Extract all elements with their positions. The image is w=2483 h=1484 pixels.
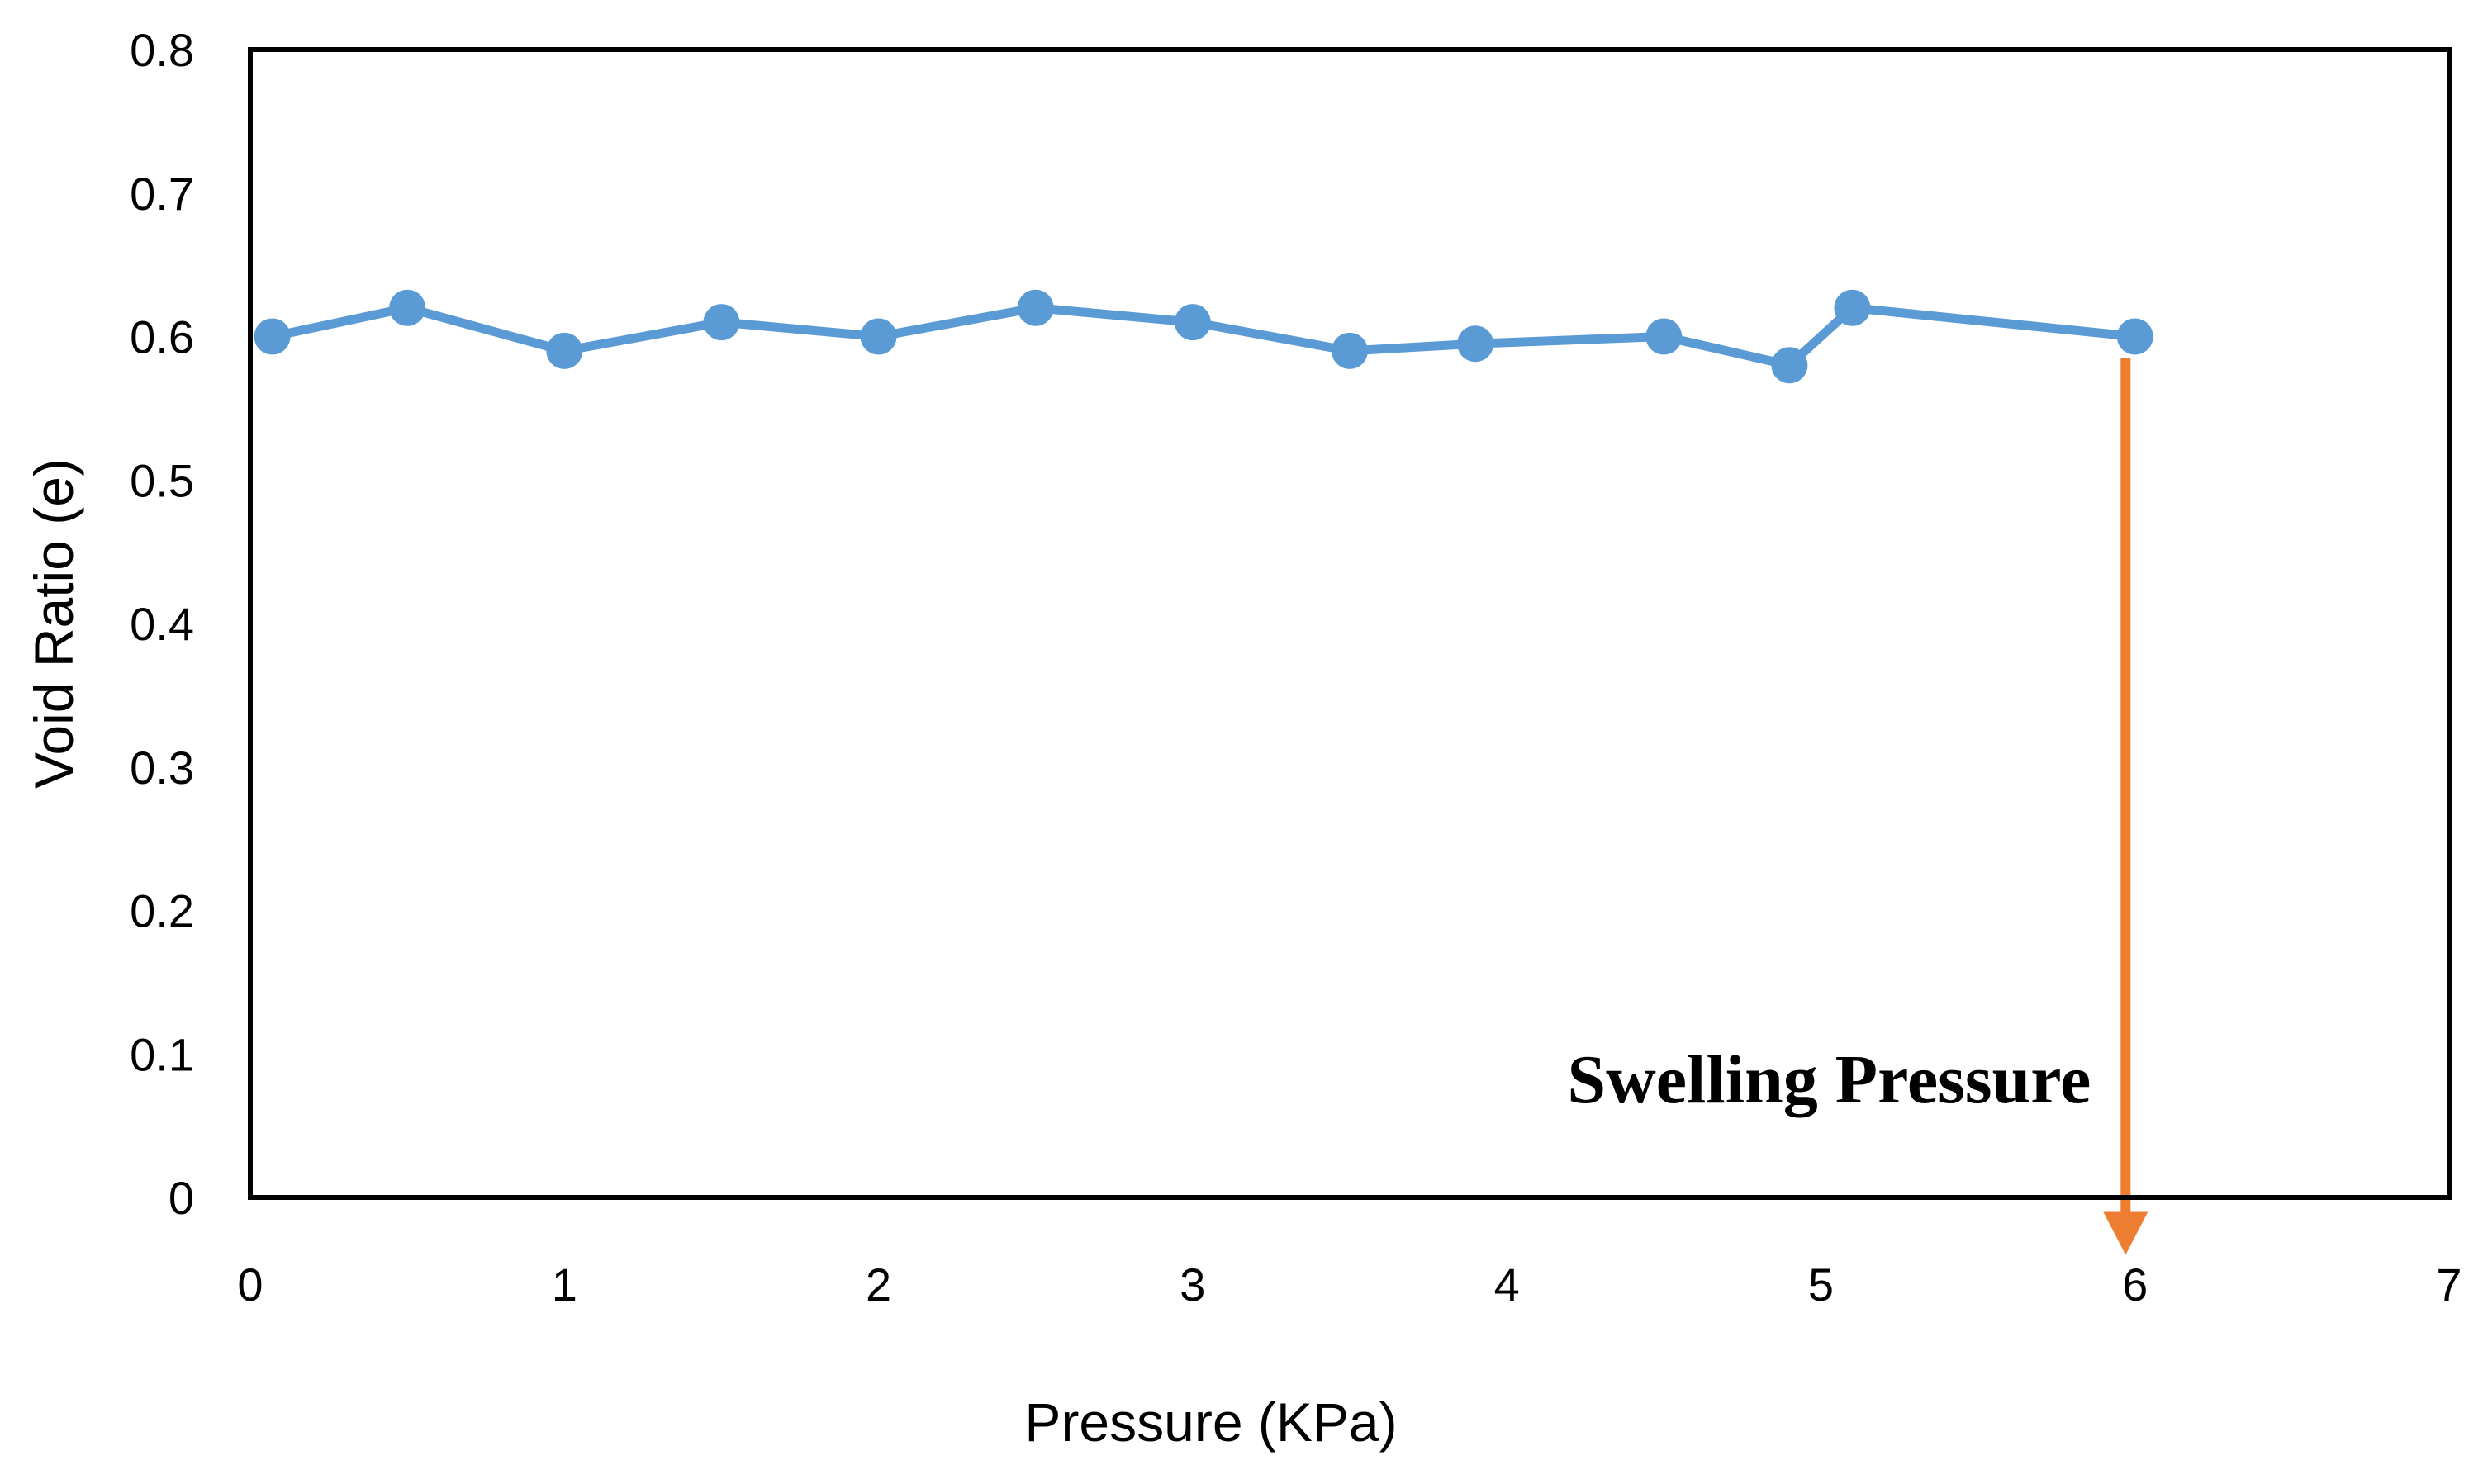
x-tick-label: 3 bbox=[1180, 1259, 1205, 1311]
data-point bbox=[389, 289, 426, 326]
data-point bbox=[1457, 325, 1494, 363]
data-point bbox=[1332, 332, 1368, 369]
y-tick-label: 0.3 bbox=[130, 742, 194, 794]
y-tick-label: 0.4 bbox=[130, 598, 194, 650]
x-tick-label: 0 bbox=[237, 1259, 263, 1311]
y-tick-label: 0.7 bbox=[130, 168, 194, 220]
x-tick-label: 6 bbox=[2122, 1259, 2148, 1311]
x-tick-label: 2 bbox=[866, 1259, 891, 1311]
y-tick-label: 0.1 bbox=[130, 1028, 194, 1080]
y-tick-label: 0.6 bbox=[130, 311, 194, 363]
swelling-pressure-arrowhead bbox=[2103, 1211, 2148, 1255]
swelling-pressure-label: Swelling Pressure bbox=[1567, 1041, 2091, 1118]
plot-frame bbox=[248, 47, 2452, 1200]
x-tick-label: 4 bbox=[1494, 1259, 1520, 1311]
data-point bbox=[703, 304, 740, 341]
data-point bbox=[1771, 347, 1808, 384]
data-point bbox=[1017, 289, 1054, 326]
x-tick-label: 1 bbox=[552, 1259, 577, 1311]
x-tick-label: 7 bbox=[2436, 1259, 2462, 1311]
y-tick-label: 0 bbox=[169, 1172, 194, 1224]
y-tick-label: 0.8 bbox=[130, 24, 194, 76]
data-point bbox=[254, 318, 291, 355]
annotations: Swelling Pressure bbox=[1567, 358, 2148, 1255]
y-axis-title: Void Ratio (e) bbox=[23, 458, 84, 789]
y-axis-ticks: 0 0.1 0.2 0.3 0.4 0.5 0.6 0.7 0.8 bbox=[130, 24, 194, 1224]
x-tick-label: 5 bbox=[1808, 1259, 1834, 1311]
data-point bbox=[1174, 304, 1211, 341]
y-tick-label: 0.2 bbox=[130, 885, 194, 937]
x-axis-title: Pressure (KPa) bbox=[1024, 1392, 1397, 1453]
data-point bbox=[1834, 289, 1871, 326]
data-point bbox=[546, 332, 583, 369]
data-point bbox=[860, 318, 897, 355]
data-series bbox=[254, 289, 2153, 384]
data-point bbox=[2116, 318, 2153, 355]
data-point bbox=[1645, 318, 1683, 355]
y-tick-label: 0.5 bbox=[130, 454, 194, 506]
x-axis-ticks: 0 1 2 3 4 5 6 7 bbox=[237, 1259, 2462, 1311]
